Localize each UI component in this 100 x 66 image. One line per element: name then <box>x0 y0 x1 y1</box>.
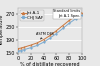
Jet A-1 <box>81 12 83 13</box>
CHJ SAF <box>43 42 44 43</box>
CHJ SAF <box>30 47 31 48</box>
Y-axis label: Temperature: Temperature <box>0 15 4 46</box>
CHJ SAF <box>81 15 83 16</box>
CHJ SAF <box>24 49 25 50</box>
Jet A-1 <box>37 42 38 43</box>
CHJ SAF <box>62 28 63 29</box>
Line: CHJ SAF: CHJ SAF <box>17 14 83 52</box>
Text: ASTM D86: ASTM D86 <box>36 32 54 39</box>
Jet A-1 <box>69 20 70 21</box>
Jet A-1 <box>43 39 44 40</box>
Line: Jet A-1: Jet A-1 <box>17 12 83 49</box>
CHJ SAF <box>56 33 57 34</box>
CHJ SAF <box>69 23 70 24</box>
Jet A-1 <box>62 25 63 26</box>
CHJ SAF <box>75 18 76 19</box>
CHJ SAF <box>17 51 19 52</box>
CHJ SAF <box>21 50 22 51</box>
Jet A-1 <box>78 14 79 15</box>
Text: Standard limits
Jet A-1 Spec.: Standard limits Jet A-1 Spec. <box>53 9 81 18</box>
Jet A-1 <box>17 48 19 49</box>
X-axis label: % of distillate recovered: % of distillate recovered <box>20 62 80 66</box>
Jet A-1 <box>56 30 57 31</box>
Jet A-1 <box>49 35 51 36</box>
Jet A-1 <box>75 16 76 17</box>
Legend: Jet A-1, CHJ SAF: Jet A-1, CHJ SAF <box>20 10 44 21</box>
CHJ SAF <box>78 16 79 17</box>
CHJ SAF <box>37 45 38 46</box>
